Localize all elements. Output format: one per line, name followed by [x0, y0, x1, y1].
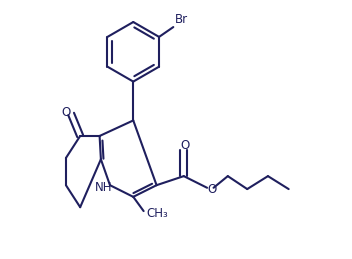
Text: O: O [61, 106, 70, 119]
Text: CH₃: CH₃ [146, 207, 168, 220]
Text: O: O [207, 183, 216, 196]
Text: Br: Br [175, 13, 188, 26]
Text: O: O [181, 139, 190, 152]
Text: NH: NH [95, 181, 112, 194]
